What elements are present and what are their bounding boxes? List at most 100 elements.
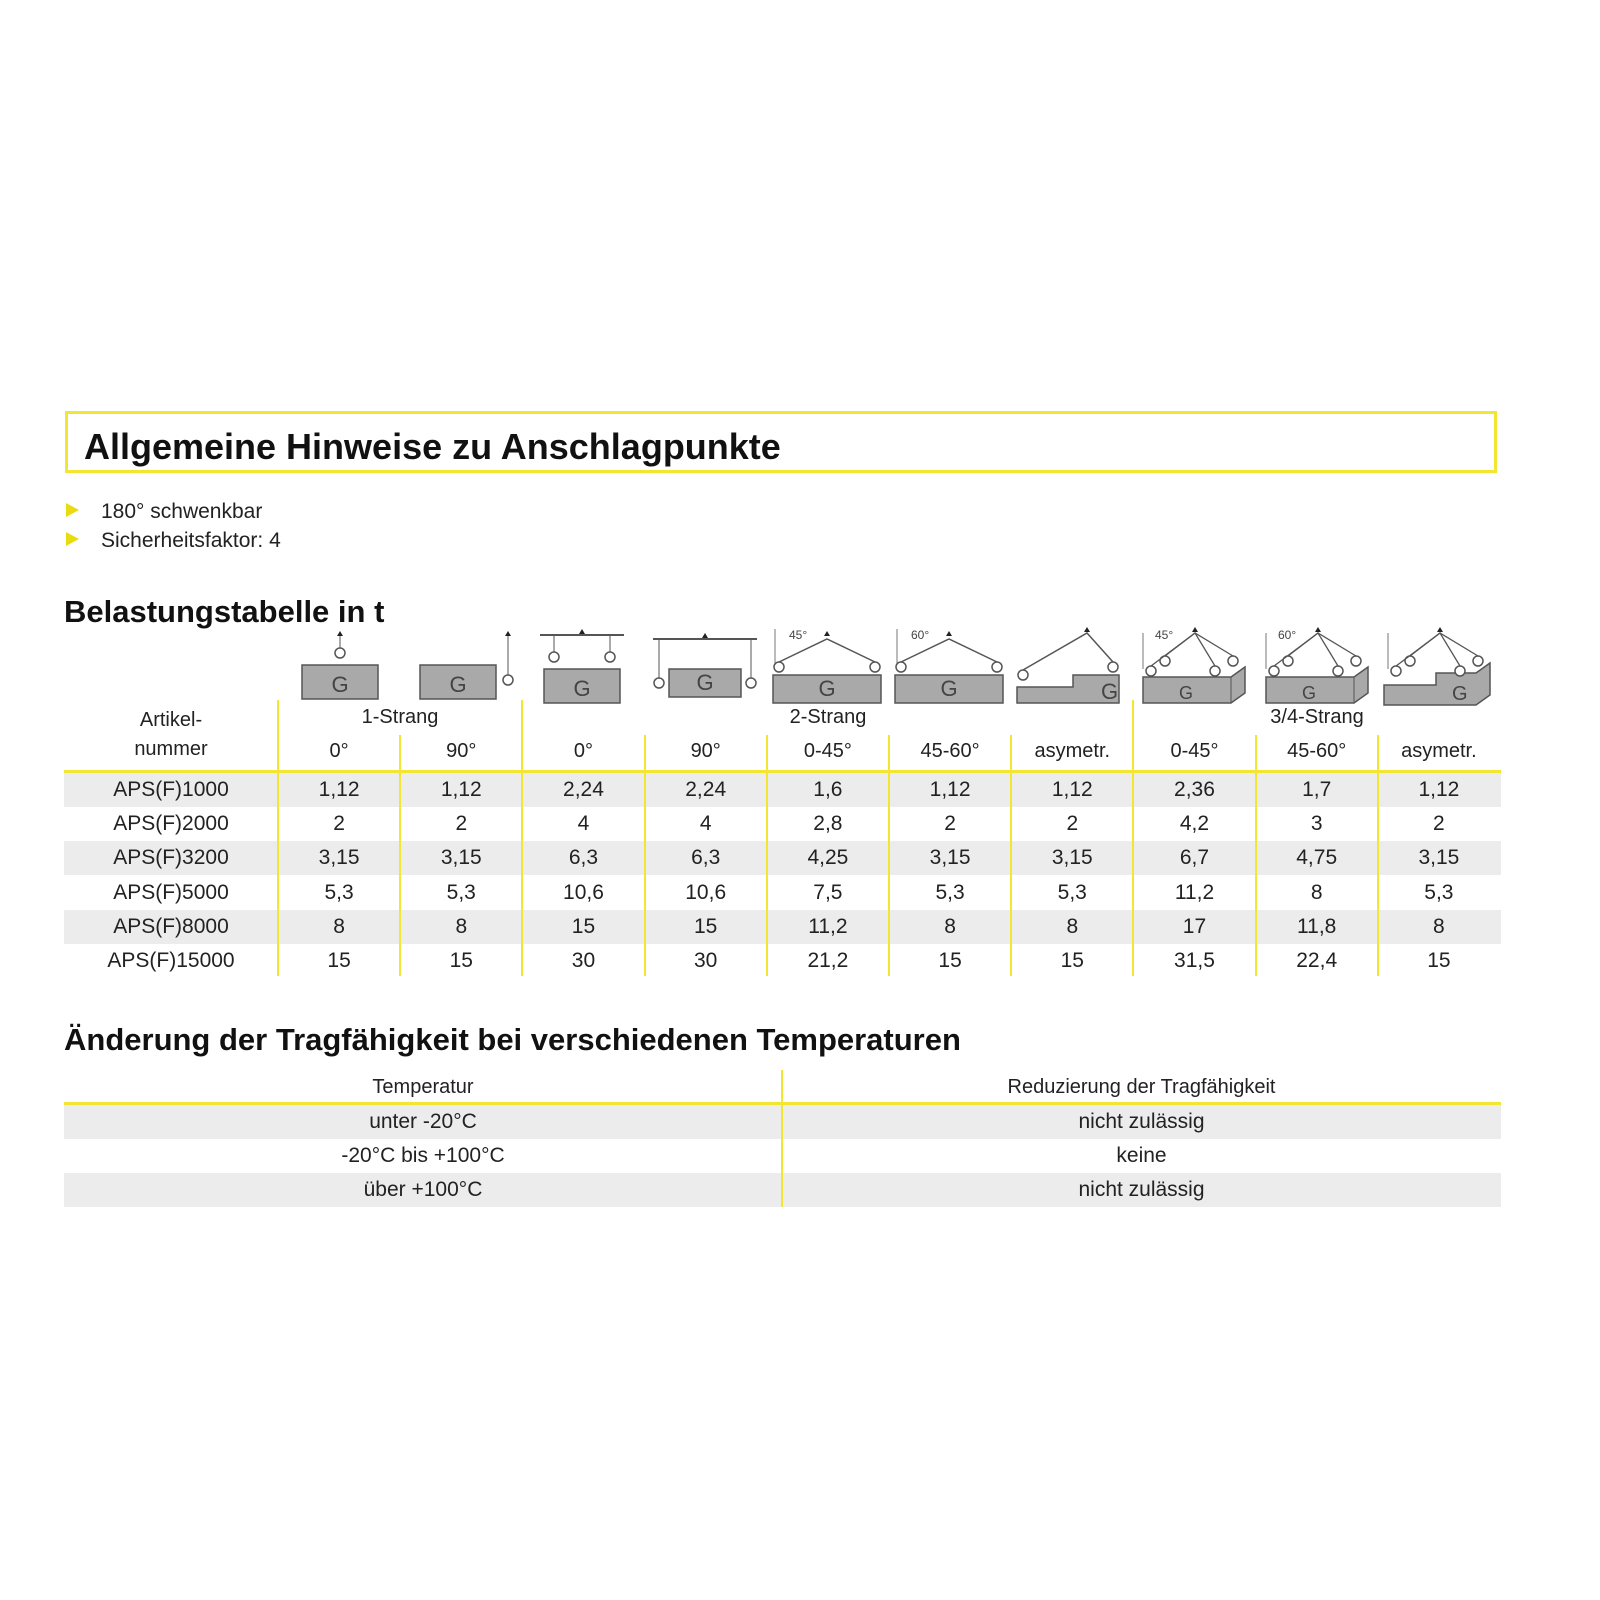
group-header-1-strang: 1-Strang bbox=[361, 706, 439, 728]
temp-header-temperature: Temperatur bbox=[372, 1076, 474, 1098]
load-value: 15 bbox=[327, 949, 351, 972]
load-table-heading: Belastungstabelle in t bbox=[64, 594, 385, 629]
svg-text:60°: 60° bbox=[1278, 628, 1296, 642]
load-value: 4,2 bbox=[1179, 812, 1210, 836]
column-header: 0-45° bbox=[1170, 740, 1219, 762]
article-number: APS(F)8000 bbox=[113, 914, 229, 938]
temp-header-reduction: Reduzierung der Tragfähigkeit bbox=[1007, 1076, 1276, 1098]
article-number: APS(F)5000 bbox=[113, 880, 229, 904]
svg-text:G: G bbox=[1179, 683, 1193, 703]
load-value: 21,2 bbox=[807, 949, 849, 972]
column-header: 90° bbox=[690, 740, 721, 762]
group-header-3-4-strang: 3/4-Strang bbox=[1270, 706, 1364, 728]
load-value: 15 bbox=[1060, 949, 1084, 972]
load-value: 8 bbox=[455, 914, 468, 938]
single-vertical-lift-icon: G bbox=[280, 625, 398, 707]
load-value: 15 bbox=[938, 949, 962, 972]
load-value: 1,6 bbox=[813, 778, 843, 801]
four-leg-60-icon: G 60° bbox=[1258, 625, 1376, 707]
column-divider bbox=[643, 735, 646, 976]
load-value: 5,3 bbox=[324, 880, 354, 904]
two-leg-asymmetric-icon: G bbox=[1013, 625, 1131, 707]
svg-text:45°: 45° bbox=[789, 628, 807, 642]
load-value: 15 bbox=[571, 914, 596, 938]
table-row: APS(F)8000 8 8 15 15 11,2 8 8 17 11,8 8 bbox=[64, 909, 1501, 944]
column-header: 45-60° bbox=[920, 740, 980, 762]
column-header: asymetr. bbox=[1034, 740, 1111, 762]
bullet-arrow-icon bbox=[66, 532, 79, 546]
group-header-2-strang: 2-Strang bbox=[789, 706, 867, 728]
column-header: 45-60° bbox=[1287, 740, 1347, 762]
svg-text:G: G bbox=[696, 670, 713, 695]
page-title: Allgemeine Hinweise zu Anschlagpunkte bbox=[84, 426, 781, 467]
two-leg-beam-vertical-icon: G bbox=[524, 625, 642, 707]
load-value: 8 bbox=[1066, 914, 1079, 938]
temperature-range: unter -20°C bbox=[369, 1110, 477, 1133]
svg-text:G: G bbox=[1302, 683, 1316, 703]
load-value: 2 bbox=[1433, 812, 1445, 836]
load-value: 15 bbox=[1427, 949, 1451, 972]
column-divider bbox=[521, 700, 524, 976]
svg-text:45°: 45° bbox=[1155, 628, 1173, 642]
load-value: 8 bbox=[1310, 880, 1323, 904]
column-divider bbox=[399, 735, 402, 976]
load-value: 8 bbox=[944, 914, 956, 938]
temp-table-row: -20°C bis +100°C keine bbox=[64, 1139, 1501, 1173]
column-divider bbox=[1132, 700, 1135, 976]
load-value: 10,6 bbox=[685, 880, 727, 904]
load-value: 3,15 bbox=[929, 846, 971, 870]
header-divider bbox=[64, 770, 1501, 773]
load-value: 8 bbox=[1433, 914, 1445, 938]
bullet-item: 180° schwenkbar bbox=[66, 500, 262, 524]
load-value: 5,3 bbox=[935, 880, 965, 904]
column-header: 0° bbox=[329, 740, 349, 762]
four-leg-asymmetric-icon: G bbox=[1380, 625, 1498, 707]
temperature-range: über +100°C bbox=[363, 1178, 483, 1202]
capacity-reduction: nicht zulässig bbox=[1078, 1178, 1205, 1202]
load-value: 6,7 bbox=[1179, 846, 1210, 870]
article-header: Artikel-nummer bbox=[64, 706, 278, 764]
load-value: 30 bbox=[571, 949, 596, 972]
load-value: 2 bbox=[1066, 812, 1079, 836]
title-box: Allgemeine Hinweise zu Anschlagpunkte bbox=[65, 411, 1497, 473]
temp-table-heading: Änderung der Tragfähigkeit bei verschied… bbox=[64, 1022, 961, 1057]
article-number: APS(F)2000 bbox=[113, 812, 229, 836]
load-value: 2 bbox=[944, 812, 956, 836]
load-value: 2,8 bbox=[813, 812, 843, 836]
table-row: APS(F)2000 2 2 4 4 2,8 2 2 4,2 3 2 bbox=[64, 807, 1501, 841]
column-header: 90° bbox=[446, 740, 477, 762]
load-value: 2 bbox=[455, 812, 468, 836]
load-value: 15 bbox=[449, 949, 473, 972]
load-value: 1,12 bbox=[1051, 778, 1093, 801]
svg-text:60°: 60° bbox=[911, 628, 929, 642]
load-value: 1,12 bbox=[318, 778, 360, 801]
load-value: 1,12 bbox=[440, 778, 482, 801]
bullet-arrow-icon bbox=[66, 503, 79, 517]
load-value: 10,6 bbox=[563, 880, 604, 904]
load-value: 11,8 bbox=[1297, 914, 1337, 938]
two-leg-60-icon: G 60° bbox=[891, 625, 1009, 707]
load-value: 2,36 bbox=[1174, 778, 1215, 801]
load-value: 15 bbox=[694, 914, 718, 938]
load-value: 3,15 bbox=[1418, 846, 1460, 870]
article-header-line2: nummer bbox=[134, 738, 208, 760]
load-value: 3,15 bbox=[318, 846, 360, 870]
article-number: APS(F)3200 bbox=[113, 846, 229, 870]
bullet-text: 180° schwenkbar bbox=[101, 500, 263, 523]
table-row: APS(F)1000 1,12 1,12 2,24 2,24 1,6 1,12 1,12 2,3… bbox=[64, 773, 1501, 807]
load-value: 1,12 bbox=[929, 778, 971, 801]
load-value: 4,75 bbox=[1296, 846, 1338, 870]
svg-text:G: G bbox=[331, 672, 348, 697]
load-value: 4 bbox=[699, 812, 712, 836]
svg-text:G: G bbox=[1101, 679, 1118, 704]
svg-text:G: G bbox=[940, 676, 957, 701]
load-value: 7,5 bbox=[813, 880, 843, 904]
column-divider bbox=[888, 735, 890, 976]
column-header: asymetr. bbox=[1401, 740, 1477, 762]
load-value: 30 bbox=[694, 949, 718, 972]
load-value: 8 bbox=[333, 914, 345, 938]
bullet-text: Sicherheitsfaktor: 4 bbox=[101, 529, 281, 552]
column-header: 0° bbox=[573, 740, 594, 762]
column-divider bbox=[277, 700, 279, 976]
article-header-line1: Artikel- bbox=[139, 709, 203, 731]
